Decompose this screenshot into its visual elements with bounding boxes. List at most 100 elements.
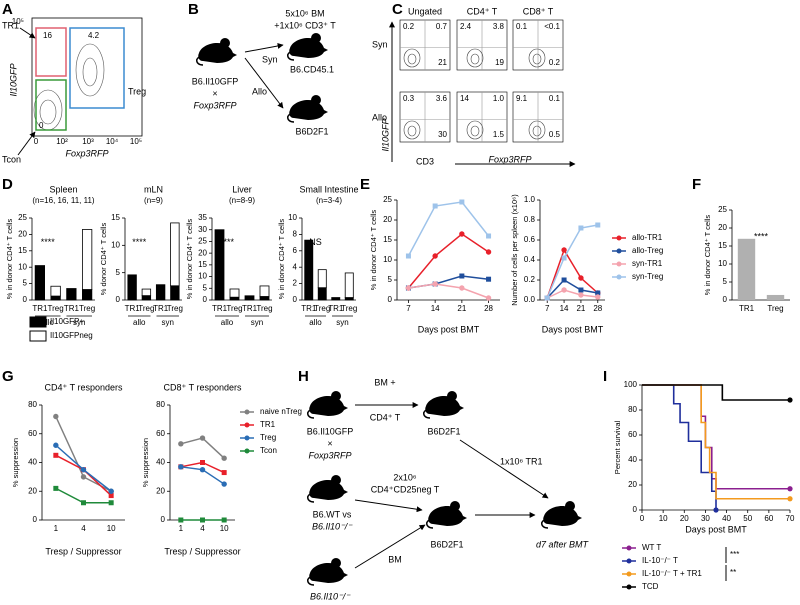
quadrant-percent: 0.1 — [549, 94, 561, 103]
bar-segment — [50, 295, 61, 301]
bar-segment — [229, 288, 240, 298]
cell-label: BM + — [374, 377, 395, 387]
point — [787, 397, 793, 403]
x-axis-label: Days post BMT — [542, 324, 604, 334]
contour — [403, 120, 421, 140]
bar-segment — [229, 296, 240, 301]
chart: 0 5 10 15 20 25 TR1 Treg % in donor CD4⁺ T cells… — [703, 205, 790, 313]
point — [578, 287, 584, 293]
legend-label: IL-10⁻/⁻ T + TR1 — [642, 569, 702, 578]
strain-label: B6D2F1 — [427, 426, 460, 436]
legend-marker — [244, 435, 250, 441]
series-line — [546, 279, 598, 299]
contour — [528, 48, 546, 68]
strain-label: B6D2F1 — [430, 539, 463, 549]
y-axis-label: % in donor CD4⁺ T cells — [185, 219, 194, 300]
mouse-icon — [286, 32, 329, 61]
chart: 0 20 40 60 80 100 0 10 20 30 40 50 60 70 Days post BMT… — [613, 380, 795, 591]
y-tick-label: 0 — [293, 295, 298, 304]
y-axis-label: % in donor CD4⁺ T cells — [369, 210, 378, 291]
y-axis-label: % suppression — [11, 438, 20, 487]
significance: **** — [220, 237, 235, 247]
x-tick-label: TR1 — [32, 304, 48, 313]
bar-segment — [214, 229, 225, 301]
point — [787, 486, 793, 492]
bar-segment — [170, 285, 180, 301]
point — [578, 225, 584, 231]
legend-label: naive nTreg — [260, 407, 302, 416]
legend-label: Il10GFPneg — [50, 331, 93, 340]
legend-label: TR1 — [260, 420, 276, 429]
y-tick-label: 1.0 — [524, 195, 536, 204]
y-axis-label: % donor CD4⁺ T cells — [99, 223, 108, 296]
quadrant-percent: 21 — [438, 58, 447, 67]
chart-subtitle: (n=16, 16, 11, 11) — [32, 196, 95, 205]
strain-label: B6.Il10GFP — [307, 426, 354, 436]
y-tick-label: 15 — [383, 235, 392, 244]
y-tick-label: 8 — [293, 230, 298, 239]
y-tick-label: 0 — [116, 295, 121, 304]
y-tick-label: 40 — [28, 458, 37, 467]
arrow — [459, 439, 549, 499]
x-tick-label: TR1 — [125, 304, 141, 313]
chart-title: CD8⁺ T responders — [164, 382, 242, 392]
bar-segment — [82, 289, 93, 301]
legend-swatch — [29, 316, 47, 328]
arrow — [354, 524, 426, 569]
gate-label: TR1 — [2, 20, 19, 30]
point — [108, 488, 114, 494]
x-tick-label: 10² — [56, 137, 68, 146]
group-label: syn — [336, 318, 348, 327]
series-line — [55, 416, 112, 492]
x-tick-label: TR1 — [301, 304, 317, 313]
gate-percent: 4.2 — [88, 31, 100, 40]
chart: 0 20 40 60 80 1 4 10 CD8⁺ T responders Tresp / Su… — [141, 382, 302, 556]
point — [459, 285, 465, 291]
x-axis-label: CD3 — [416, 156, 434, 166]
mouse-icon — [540, 500, 583, 529]
x-tick-label: 14 — [560, 304, 569, 313]
point — [432, 203, 438, 209]
x-tick-label: 0 — [640, 514, 645, 523]
point — [108, 493, 114, 499]
mouse-icon — [306, 557, 349, 586]
y-tick-label: 0 — [388, 295, 393, 304]
point — [200, 517, 205, 523]
point — [405, 285, 412, 291]
bar-segment — [66, 288, 77, 301]
x-axis-label: Tresp / Suppressor — [45, 546, 121, 556]
x-tick-label: 60 — [764, 514, 773, 523]
legend-marker — [616, 248, 622, 254]
y-tick-label: 35 — [198, 213, 207, 222]
point — [199, 435, 206, 441]
legend-label: Tcon — [260, 446, 277, 455]
bar-segment — [34, 265, 46, 301]
y-tick-label: 60 — [156, 429, 165, 438]
y-axis-label: % in donor CD4⁺ T cells — [277, 219, 286, 300]
y-tick-label: 40 — [156, 458, 165, 467]
series-line — [546, 289, 598, 299]
y-tick-label: 60 — [628, 430, 637, 439]
y-tick-label: 6 — [293, 246, 298, 255]
column-header: CD4⁺ T — [467, 6, 498, 16]
gate-label: Treg — [128, 86, 146, 96]
strain-label: Foxp3RFP — [308, 450, 351, 460]
bar-segment — [259, 285, 270, 297]
strain-label: Foxp3RFP — [193, 100, 236, 110]
dose-label: +1x10⁶ CD3⁺ T — [274, 20, 336, 30]
y-tick-label: 25 — [383, 195, 392, 204]
group-label: allo — [133, 318, 146, 327]
point — [561, 255, 567, 261]
arrow — [19, 27, 36, 39]
y-tick-label: 10⁵ — [12, 17, 24, 26]
legend-marker — [616, 261, 622, 267]
gate-percent: 16 — [43, 31, 52, 40]
cell-label: 1x10⁶ TR1 — [500, 456, 543, 466]
chart-title: Liver — [232, 184, 252, 194]
legend-label: allo-Treg — [632, 246, 663, 255]
legend-label: Il10GFP+ — [50, 317, 84, 326]
x-tick-label: 7 — [406, 304, 411, 313]
point — [595, 294, 601, 300]
bar — [766, 294, 785, 300]
significance: **** — [41, 237, 56, 247]
